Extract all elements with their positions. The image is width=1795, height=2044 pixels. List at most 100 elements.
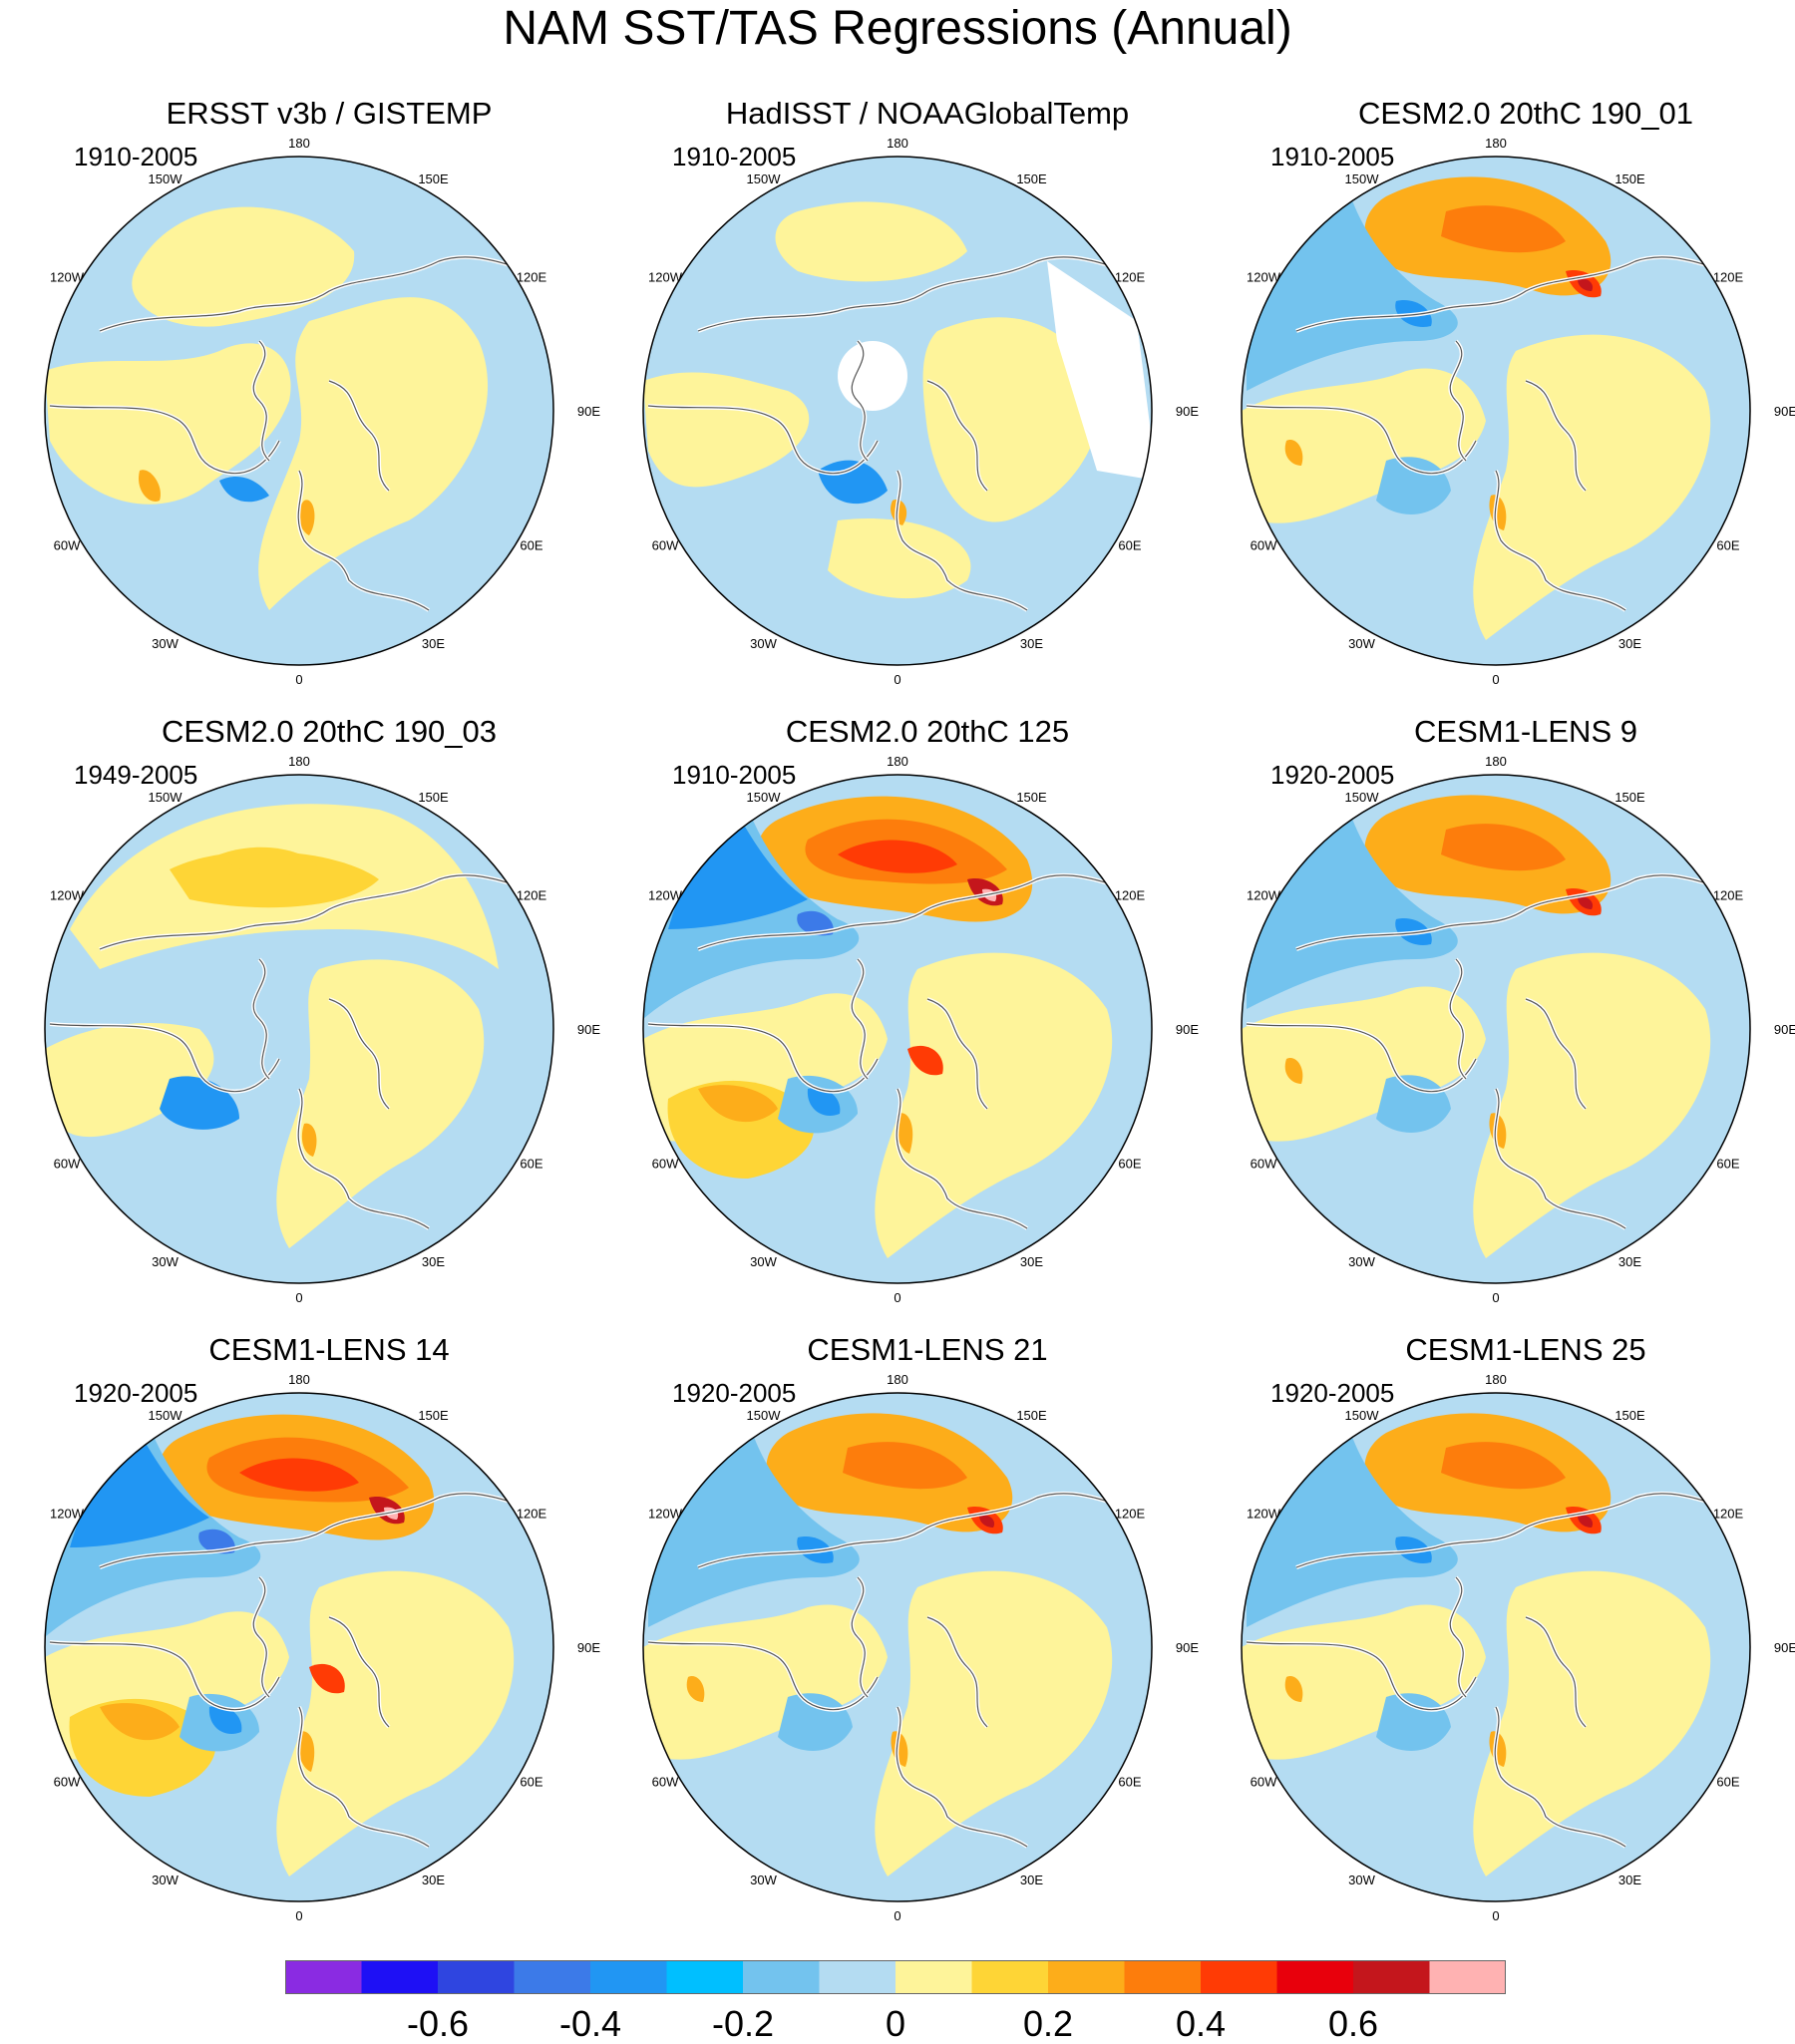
longitude-label: 30W — [750, 636, 777, 651]
longitude-label: 60W — [652, 538, 679, 553]
coastline — [99, 256, 530, 332]
contour-region — [907, 1045, 943, 1076]
map-panel: CESM2.0 20thC 125 180 150E 120E 90E 60E 30E 0 30… — [628, 710, 1227, 1328]
longitude-label: 60E — [1118, 1157, 1141, 1172]
contour-region — [1473, 952, 1711, 1258]
longitude-label: 180 — [887, 136, 908, 151]
coastline — [252, 1576, 270, 1698]
coastline — [1449, 958, 1467, 1080]
longitude-label: 30E — [422, 1254, 445, 1269]
coastline — [1246, 405, 1477, 475]
coastline — [851, 1576, 869, 1698]
longitude-label: 0 — [894, 1908, 900, 1923]
longitude-label: 120W — [648, 270, 683, 285]
longitude-label: 120W — [50, 270, 85, 285]
longitude-label: 60W — [652, 1775, 679, 1790]
longitude-label: 90E — [1774, 404, 1795, 419]
longitude-label: 120E — [1713, 1507, 1744, 1522]
longitude-label: 0 — [295, 1908, 302, 1923]
longitude-label: 0 — [1492, 1908, 1499, 1923]
colorbar-swatch — [361, 1960, 439, 1994]
map-boundary — [1241, 156, 1751, 666]
longitude-label: 120W — [50, 888, 85, 903]
longitude-label: 120W — [1247, 1507, 1281, 1522]
map-field — [1242, 1393, 1750, 1901]
longitude-label: 30E — [422, 1873, 445, 1887]
contour-region — [875, 1570, 1113, 1876]
contour-region — [69, 1698, 216, 1797]
longitude-label: 60W — [1251, 1775, 1277, 1790]
map-field — [643, 775, 1152, 1283]
map-panel: CESM1-LENS 21 180 150E 120E 90E 60E 30E 0 30W 60W… — [628, 1328, 1227, 1946]
longitude-label: 150W — [149, 790, 183, 805]
contour-region — [1578, 1515, 1594, 1528]
longitude-label: 120E — [517, 270, 547, 285]
map-boundary — [44, 1392, 554, 1902]
longitude-label: 120W — [50, 1507, 85, 1522]
contour-region — [875, 952, 1113, 1258]
longitude-label: 180 — [1485, 136, 1507, 151]
longitude-label: 150E — [418, 1408, 449, 1423]
coastline — [1525, 998, 1587, 1110]
longitude-label: 60W — [1251, 1157, 1277, 1172]
colorbar-swatch — [1429, 1960, 1506, 1994]
colorbar-tick-label: 0.6 — [1327, 2003, 1379, 2044]
contour-region — [797, 910, 834, 936]
contour-region — [45, 1023, 214, 1138]
coastline — [99, 1493, 530, 1568]
coastline — [1246, 1023, 1477, 1093]
map-panel: CESM2.0 20thC 190_01 180 150E 120E 90E 60E 30E… — [1227, 92, 1795, 710]
contour-region — [686, 1676, 705, 1702]
contour-region — [1376, 457, 1451, 514]
panel-period: 1920-2005 — [1270, 760, 1395, 790]
coastline — [328, 1616, 390, 1728]
map-boundary — [642, 1392, 1153, 1902]
longitude-label: 60E — [520, 1157, 542, 1172]
longitude-label: 30E — [1020, 1873, 1043, 1887]
longitude-label: 150E — [1016, 1408, 1047, 1423]
longitude-label: 120E — [1115, 1507, 1146, 1522]
colorbar-swatch — [896, 1960, 972, 1994]
map-boundary — [1241, 774, 1751, 1284]
longitude-label: 150E — [418, 171, 449, 186]
panel-title: HadISST / NOAAGlobalTemp — [725, 96, 1130, 131]
contour-region — [698, 1085, 778, 1123]
contour-region — [276, 1570, 515, 1876]
map-panel: CESM1-LENS 25 180 150E 120E 90E 60E 30E 0 30W 60W… — [1227, 1328, 1795, 1946]
contour-region — [843, 1442, 967, 1490]
coastline — [1449, 1576, 1467, 1698]
map-field — [45, 157, 553, 665]
longitude-label: 90E — [1176, 1640, 1199, 1655]
coastline — [896, 1088, 1028, 1229]
map-boundary — [44, 774, 554, 1284]
longitude-label: 30E — [422, 636, 445, 651]
missing-data-region — [838, 341, 907, 411]
longitude-label: 180 — [887, 754, 908, 769]
longitude-label: 0 — [1492, 672, 1499, 687]
map-panel: HadISST / NOAAGlobalTemp 180 150E 120E 90E 60… — [628, 92, 1227, 710]
colorbar-swatch — [971, 1960, 1049, 1994]
contour-region — [979, 1515, 995, 1528]
coastline — [1449, 340, 1467, 462]
coastline — [926, 998, 988, 1110]
colorbar-tick-label: 0.4 — [1175, 2003, 1227, 2044]
longitude-label: 60W — [54, 1157, 81, 1172]
panel-period: 1920-2005 — [74, 1378, 198, 1408]
coastline — [328, 380, 390, 492]
coastline — [297, 1088, 430, 1229]
coastline — [1494, 1706, 1626, 1848]
longitude-label: 120W — [1247, 888, 1281, 903]
panel-title: CESM1-LENS 14 — [208, 1332, 450, 1367]
longitude-label: 30W — [750, 1873, 777, 1887]
contour-region — [1284, 1676, 1303, 1702]
coastline — [1494, 1088, 1626, 1229]
longitude-label: 120W — [648, 888, 683, 903]
contour-region — [139, 470, 161, 502]
colorbar — [285, 1960, 1506, 1994]
coastline — [99, 874, 530, 950]
longitude-label: 180 — [288, 136, 310, 151]
coastline — [1295, 1493, 1726, 1568]
polar-map: 180150E120E90E60E30E030W60W90W120W150W — [1241, 754, 1795, 1305]
longitude-label: 150E — [418, 790, 449, 805]
map-field — [643, 157, 1152, 665]
